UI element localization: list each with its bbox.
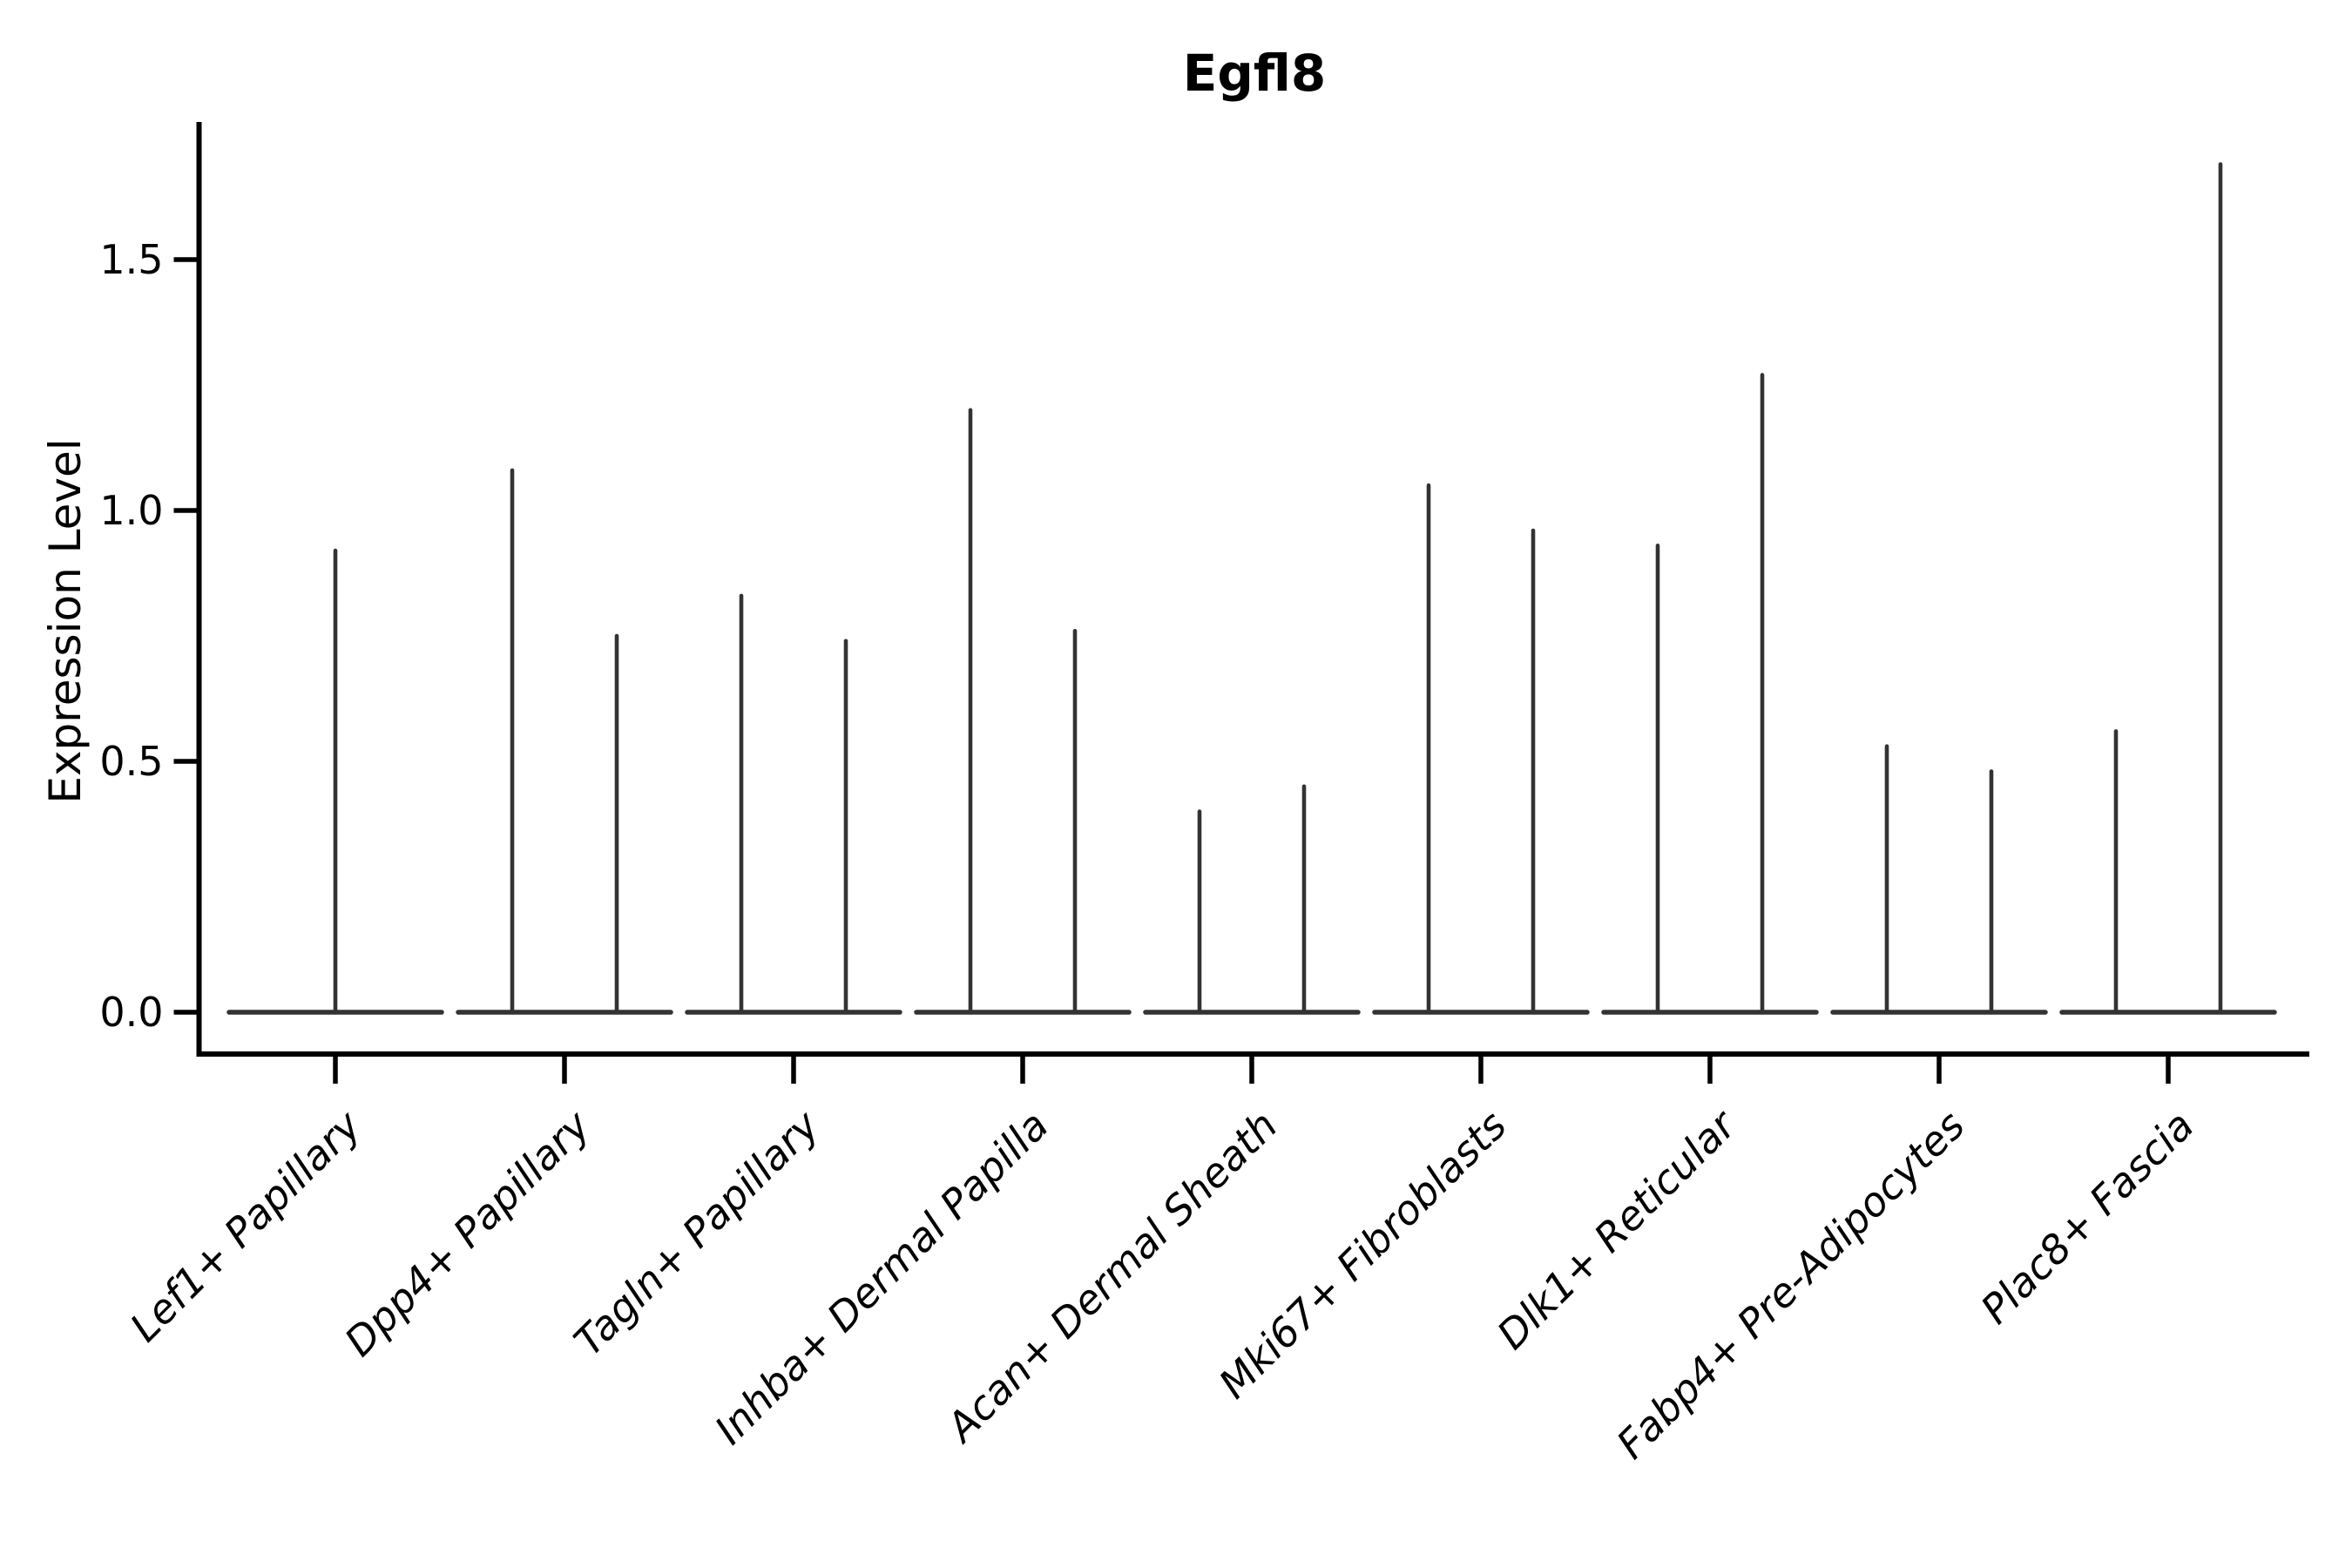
x-axis-category-label: Lef1+ Papillary <box>121 1101 370 1350</box>
x-axis-category-label: Tagln+ Papillary <box>564 1101 828 1365</box>
y-tick-label: 0.5 <box>99 738 163 785</box>
violin-group <box>226 548 444 1015</box>
violin-group <box>1830 744 2048 1015</box>
violin-group <box>914 408 1132 1015</box>
y-axis-label: Expression Level <box>40 438 91 803</box>
x-axis-category-label: Dpp4+ Papillary <box>335 1101 599 1365</box>
violin-group <box>2059 162 2277 1015</box>
y-tick-label: 0.0 <box>99 989 163 1036</box>
violin-group <box>1143 784 1361 1015</box>
violin-layer <box>226 162 2277 1015</box>
violin-group <box>1372 483 1590 1015</box>
y-tick-label: 1.0 <box>99 487 163 534</box>
plot-title: Egfl8 <box>1183 44 1326 103</box>
violin-group <box>685 593 902 1015</box>
y-tick-label: 1.5 <box>99 236 163 283</box>
violin-group <box>1601 373 1819 1015</box>
x-axis-category-label: Dlk1+ Reticular <box>1488 1099 1747 1358</box>
violin-group <box>456 468 673 1015</box>
x-axis-category-label: Plac8+ Fascia <box>1971 1102 2202 1333</box>
axes-layer <box>173 122 2309 1084</box>
